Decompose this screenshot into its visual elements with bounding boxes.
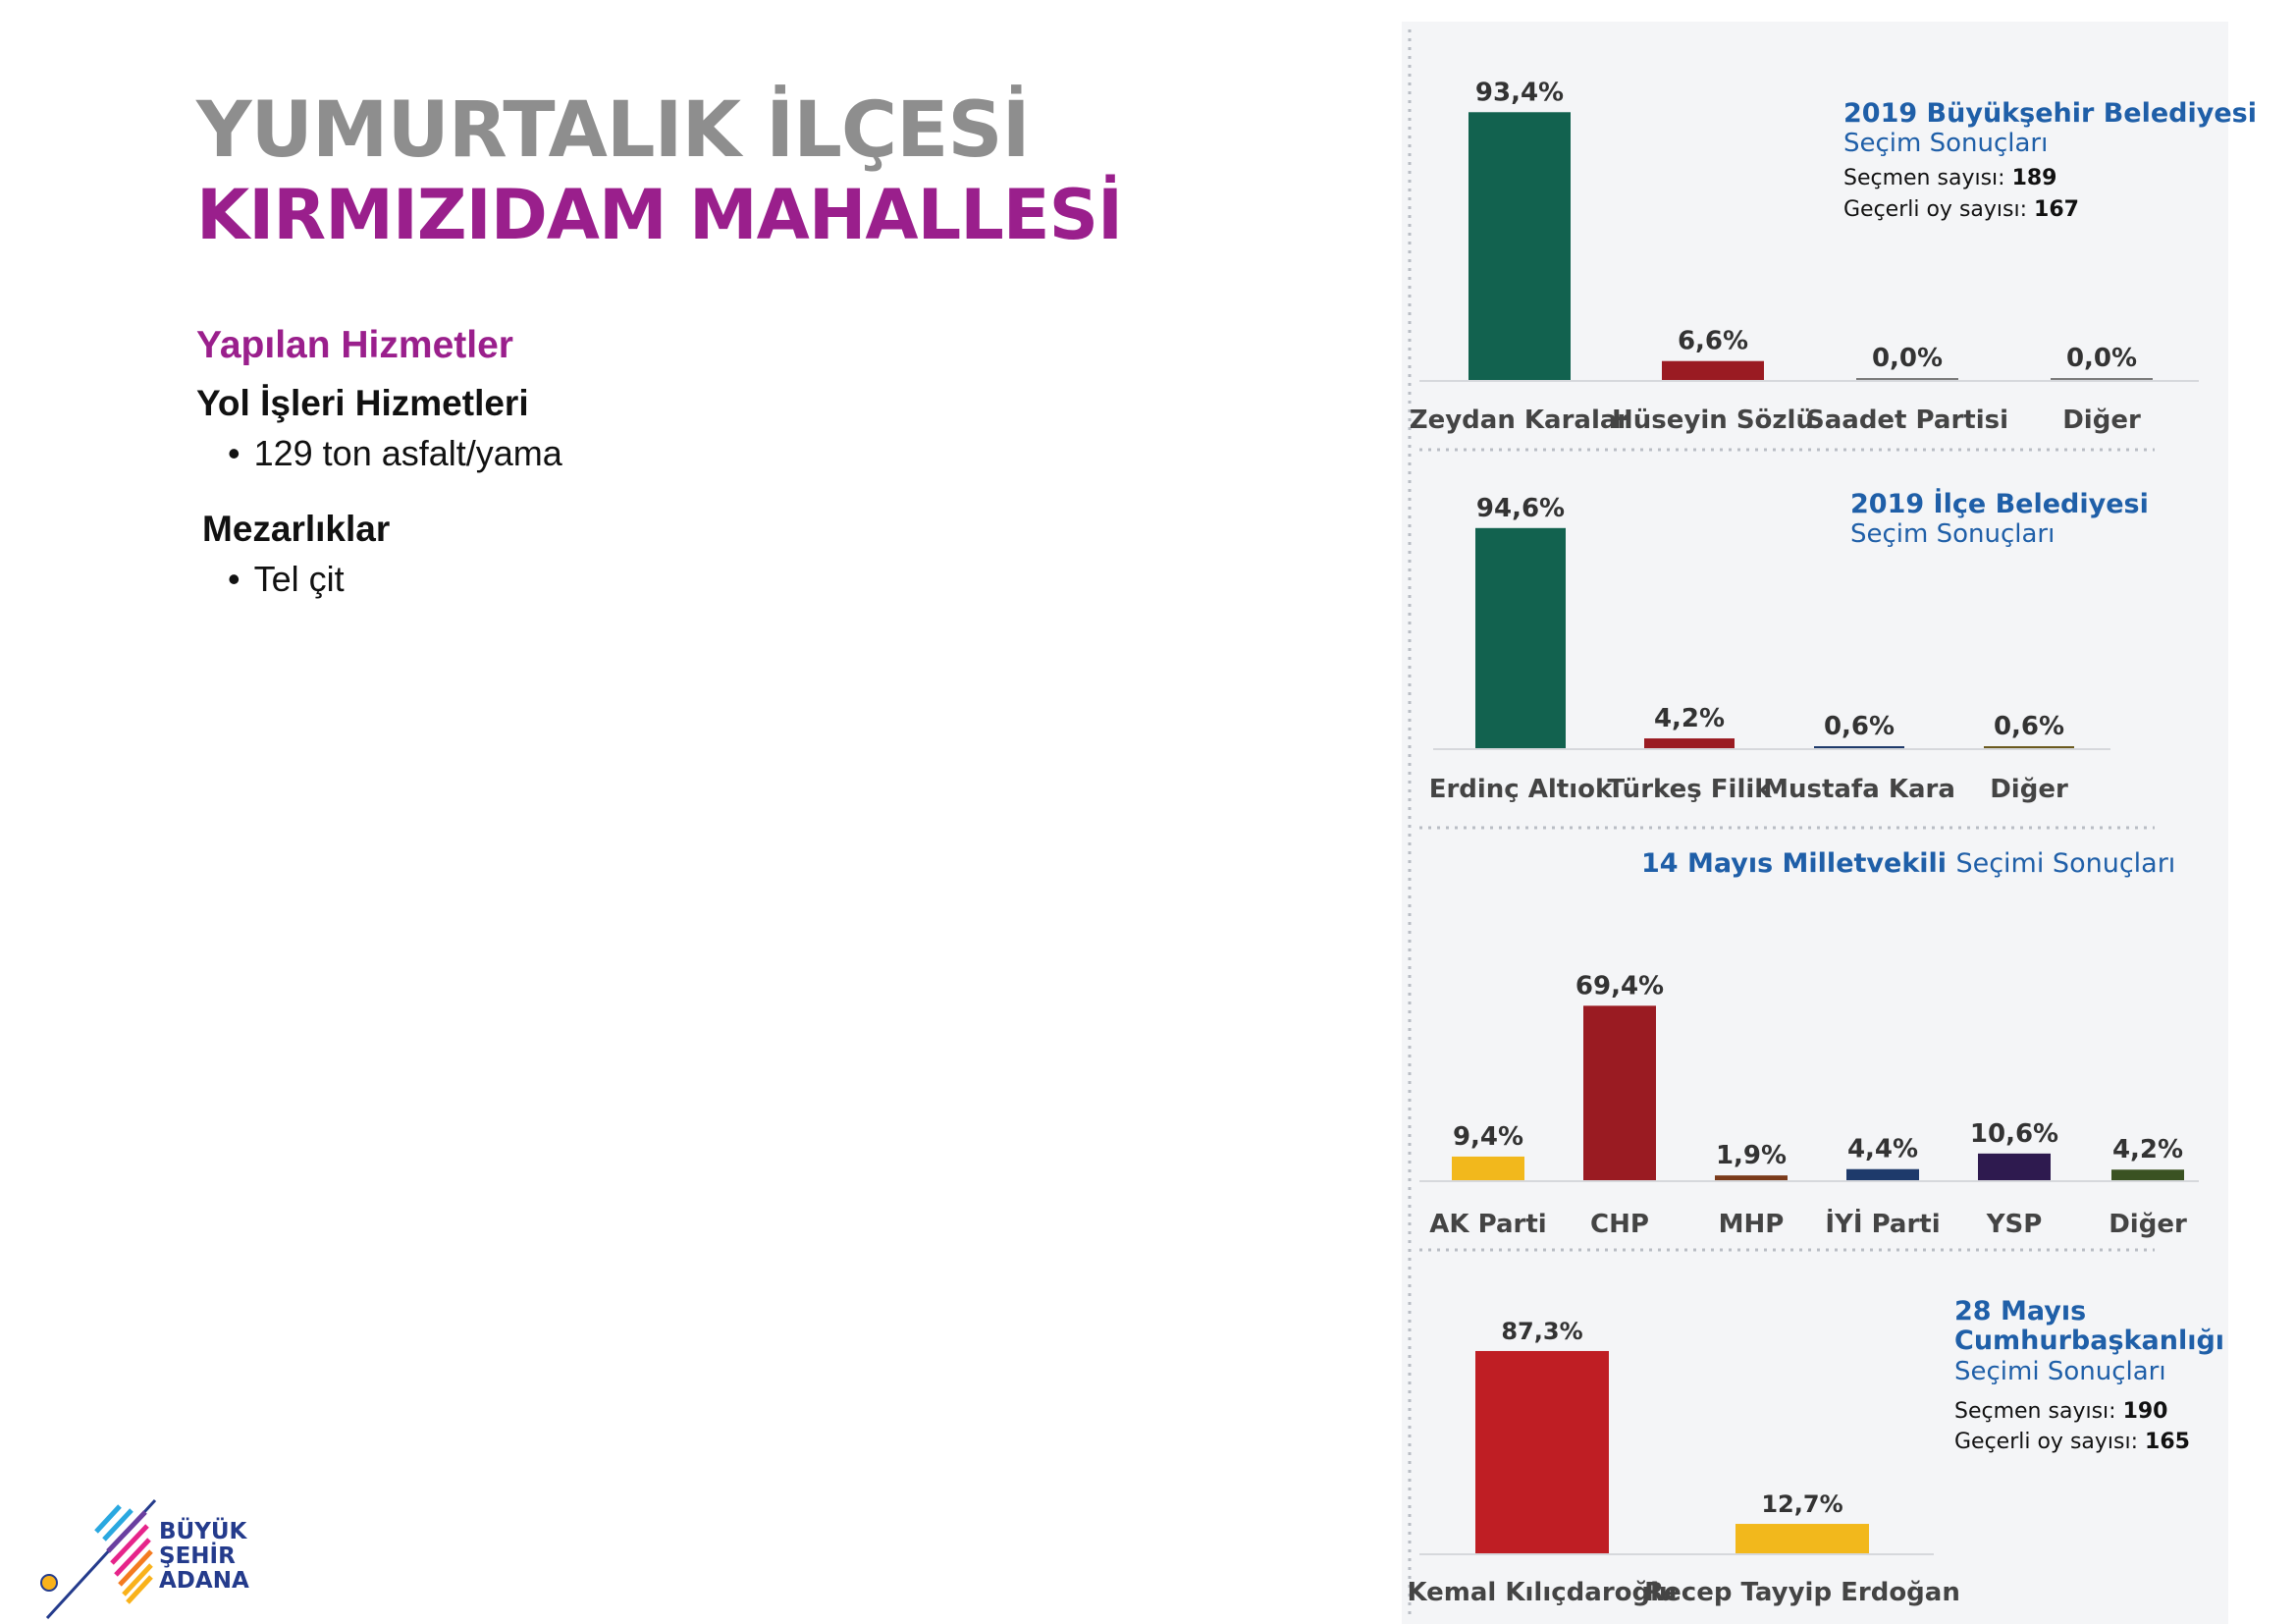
bar — [1735, 1524, 1869, 1553]
service-item: Tel çit — [228, 554, 1080, 605]
service-list: 129 ton asfalt/yama — [196, 428, 1080, 479]
bar — [1715, 1175, 1788, 1180]
service-group-title: Yol İşleri Hizmetleri — [196, 383, 529, 423]
valid-vote-count: Geçerli oy sayısı: 165 — [1954, 1430, 2190, 1454]
data-label: 0,6% — [1824, 712, 1895, 741]
chart-title: 14 Mayıs Milletvekili Seçimi Sonuçları — [1641, 848, 2175, 879]
category-label: Diğer — [2109, 1210, 2187, 1239]
category-label: Kemal Kılıçdaroğlu — [1407, 1578, 1677, 1607]
valid-vote-count: Geçerli oy sayısı: 167 — [1843, 197, 2079, 222]
logo-line: BÜYÜK — [159, 1519, 247, 1544]
service-group-title: Mezarlıklar — [202, 509, 391, 549]
buyuksehir-adana-logo-icon — [40, 1498, 157, 1620]
logo-line: ŞEHİR — [159, 1543, 236, 1569]
logo-wordmark: BÜYÜK ŞEHİR ADANA — [159, 1520, 249, 1594]
chart-title: Cumhurbaşkanlığı — [1954, 1326, 2224, 1356]
bar — [1644, 738, 1735, 748]
category-label: Recep Tayyip Erdoğan — [1644, 1578, 1960, 1607]
bar — [1475, 527, 1566, 748]
category-label: MHP — [1719, 1210, 1785, 1239]
bar — [2051, 378, 2153, 380]
voter-count: Seçmen sayısı: 190 — [1954, 1399, 2168, 1424]
bar — [1978, 1153, 2051, 1180]
bar — [1814, 746, 1904, 748]
data-label: 4,4% — [1847, 1135, 1918, 1164]
service-item: 129 ton asfalt/yama — [228, 428, 1080, 479]
category-label: Türkeş Filik — [1607, 775, 1772, 804]
chart-title: 28 Mayıs — [1954, 1296, 2086, 1326]
category-label: Hüseyin Sözlü — [1612, 406, 1814, 435]
data-label: 0,0% — [2066, 344, 2137, 373]
chart-subtitle: Seçimi Sonuçları — [1954, 1357, 2166, 1386]
category-label: AK Parti — [1429, 1210, 1546, 1239]
data-label: 0,0% — [1872, 344, 1943, 373]
bar — [1583, 1005, 1656, 1180]
chart-subtitle: Seçim Sonuçları — [1850, 519, 2055, 549]
bar — [1475, 1350, 1609, 1553]
data-label: 12,7% — [1761, 1490, 1842, 1518]
data-label: 10,6% — [1970, 1119, 2058, 1149]
bar — [1468, 112, 1571, 380]
data-label: 0,6% — [1994, 712, 2064, 741]
service-list: Tel çit — [196, 554, 1080, 605]
data-label: 93,4% — [1475, 78, 1564, 107]
voter-count: Seçmen sayısı: 189 — [1843, 166, 2057, 190]
data-label: 94,6% — [1476, 494, 1565, 523]
bar — [1856, 378, 1958, 380]
data-label: 4,2% — [1654, 704, 1725, 733]
category-label: YSP — [1986, 1210, 2043, 1239]
data-label: 6,6% — [1678, 327, 1748, 356]
data-label: 69,4% — [1575, 971, 1664, 1001]
bar — [1662, 360, 1764, 380]
logo-line: ADANA — [159, 1568, 249, 1594]
category-label: CHP — [1590, 1210, 1649, 1239]
bar — [1452, 1156, 1524, 1180]
bar — [2111, 1169, 2184, 1180]
bar — [1984, 746, 2074, 748]
service-group-cemetery: Mezarlıklar Tel çit — [196, 509, 1080, 605]
chart-title: 2019 Büyükşehir Belediyesi — [1843, 98, 2257, 129]
data-label: 1,9% — [1716, 1141, 1787, 1170]
data-label: 4,2% — [2112, 1135, 2183, 1164]
bar — [1846, 1168, 1919, 1180]
category-label: İYİ Parti — [1825, 1208, 1940, 1239]
chart-subtitle: Seçim Sonuçları — [1843, 129, 2048, 158]
category-label: Mustafa Kara — [1763, 775, 1955, 804]
chart-title: 2019 İlçe Belediyesi — [1850, 488, 2149, 519]
category-label: Diğer — [2062, 406, 2141, 435]
category-label: Saadet Partisi — [1806, 406, 2008, 435]
services-heading: Yapılan Hizmetler — [196, 324, 513, 366]
services-section: Yapılan Hizmetler Yol İşleri Hizmetleri … — [196, 324, 1080, 634]
district-title: YUMURTALIK İLÇESİ — [196, 86, 1031, 175]
service-group-road: Yol İşleri Hizmetleri 129 ton asfalt/yam… — [196, 383, 1080, 479]
category-label: Zeydan Karalar — [1410, 406, 1630, 435]
neighborhood-title: KIRMIZIDAM MAHALLESİ — [196, 175, 1123, 255]
category-label: Diğer — [1990, 775, 2068, 804]
category-label: Erdinç Altıok — [1429, 775, 1613, 804]
data-label: 87,3% — [1501, 1318, 1582, 1345]
data-label: 9,4% — [1453, 1122, 1523, 1152]
